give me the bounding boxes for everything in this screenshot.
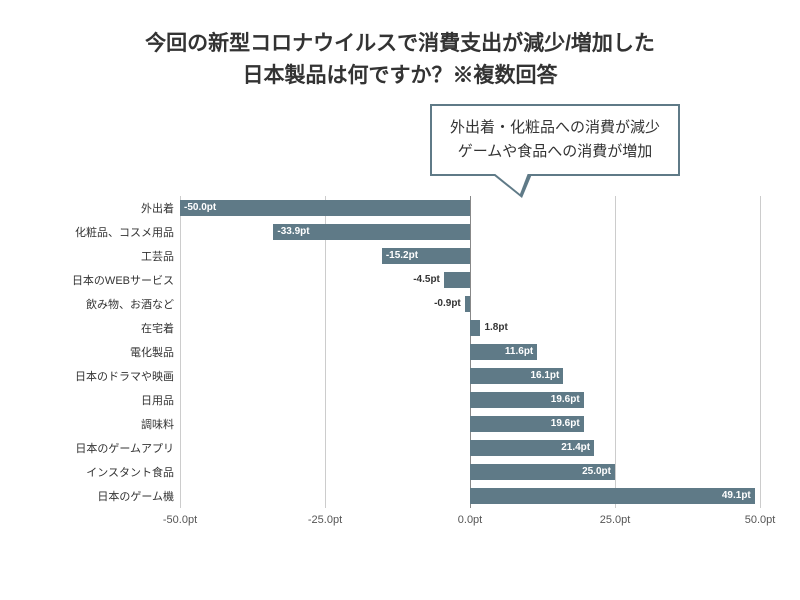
value-label: 16.1pt (530, 368, 559, 384)
value-label: -33.9pt (277, 224, 309, 240)
callout-line-1: 外出着・化粧品への消費が減少 (450, 116, 660, 140)
y-label: 外出着 (141, 200, 180, 216)
value-label: 19.6pt (551, 416, 580, 432)
x-tick-label: 0.0pt (458, 514, 482, 538)
y-label: 日本のゲーム機 (97, 488, 180, 504)
callout-box: 外出着・化粧品への消費が減少 ゲームや食品への消費が増加 (430, 104, 680, 176)
y-label: インスタント食品 (86, 464, 180, 480)
value-label: 11.6pt (505, 344, 533, 360)
callout-line-2: ゲームや食品への消費が増加 (450, 140, 660, 164)
y-label: 日本のゲームアプリ (75, 440, 180, 456)
bar-row: 電化製品11.6pt (180, 340, 760, 364)
bar-row: 日本のWEBサービス-4.5pt (180, 268, 760, 292)
y-label: 日本のドラマや映画 (75, 368, 180, 384)
bar-row: 調味料19.6pt (180, 412, 760, 436)
value-label: 1.8pt (484, 320, 507, 336)
bar-row: 飲み物、お酒など-0.9pt (180, 292, 760, 316)
y-label: 飲み物、お酒など (86, 296, 180, 312)
bar-row: 工芸品-15.2pt (180, 244, 760, 268)
bar-row: 日本のゲーム機49.1pt (180, 484, 760, 508)
value-label: 49.1pt (722, 488, 751, 504)
y-label: 在宅着 (141, 320, 180, 336)
plot-area: -50.0pt-25.0pt0.0pt25.0pt50.0pt外出着-50.0p… (180, 196, 760, 538)
title-line-2: 日本製品は何ですか？※複数回答 (20, 60, 780, 92)
bar-row: 在宅着1.8pt (180, 316, 760, 340)
bar (444, 272, 470, 288)
value-label: 19.6pt (551, 392, 580, 408)
y-label: 工芸品 (141, 248, 180, 264)
bar-row: 日本のゲームアプリ21.4pt (180, 436, 760, 460)
y-label: 調味料 (141, 416, 180, 432)
bar-row: 外出着-50.0pt (180, 196, 760, 220)
bar (465, 296, 470, 312)
y-label: 日本のWEBサービス (72, 272, 180, 288)
value-label: -0.9pt (434, 296, 461, 312)
x-tick-label: -50.0pt (163, 514, 197, 538)
value-label: -50.0pt (184, 200, 216, 216)
title-line-1: 今回の新型コロナウイルスで消費支出が減少/増加した (20, 28, 780, 60)
callout-tail-inner (494, 173, 528, 194)
bar-row: 日本のドラマや映画16.1pt (180, 364, 760, 388)
y-label: 電化製品 (130, 344, 180, 360)
bar-row: インスタント食品25.0pt (180, 460, 760, 484)
x-tick-label: 25.0pt (600, 514, 631, 538)
chart-title: 今回の新型コロナウイルスで消費支出が減少/増加した 日本製品は何ですか？※複数回… (0, 0, 800, 101)
gridline (760, 196, 761, 508)
bar-row: 化粧品、コスメ用品-33.9pt (180, 220, 760, 244)
x-tick-label: 50.0pt (745, 514, 776, 538)
x-tick-label: -25.0pt (308, 514, 342, 538)
diverging-bar-chart: -50.0pt-25.0pt0.0pt25.0pt50.0pt外出着-50.0p… (0, 196, 800, 576)
bar (470, 488, 755, 504)
bar-row: 日用品19.6pt (180, 388, 760, 412)
value-label: 21.4pt (561, 440, 590, 456)
value-label: -4.5pt (413, 272, 440, 288)
y-label: 日用品 (141, 392, 180, 408)
bar (470, 320, 480, 336)
value-label: 25.0pt (582, 464, 611, 480)
callout: 外出着・化粧品への消費が減少 ゲームや食品への消費が増加 (430, 104, 680, 176)
y-label: 化粧品、コスメ用品 (75, 224, 180, 240)
value-label: -15.2pt (386, 248, 418, 264)
bar (180, 200, 470, 216)
